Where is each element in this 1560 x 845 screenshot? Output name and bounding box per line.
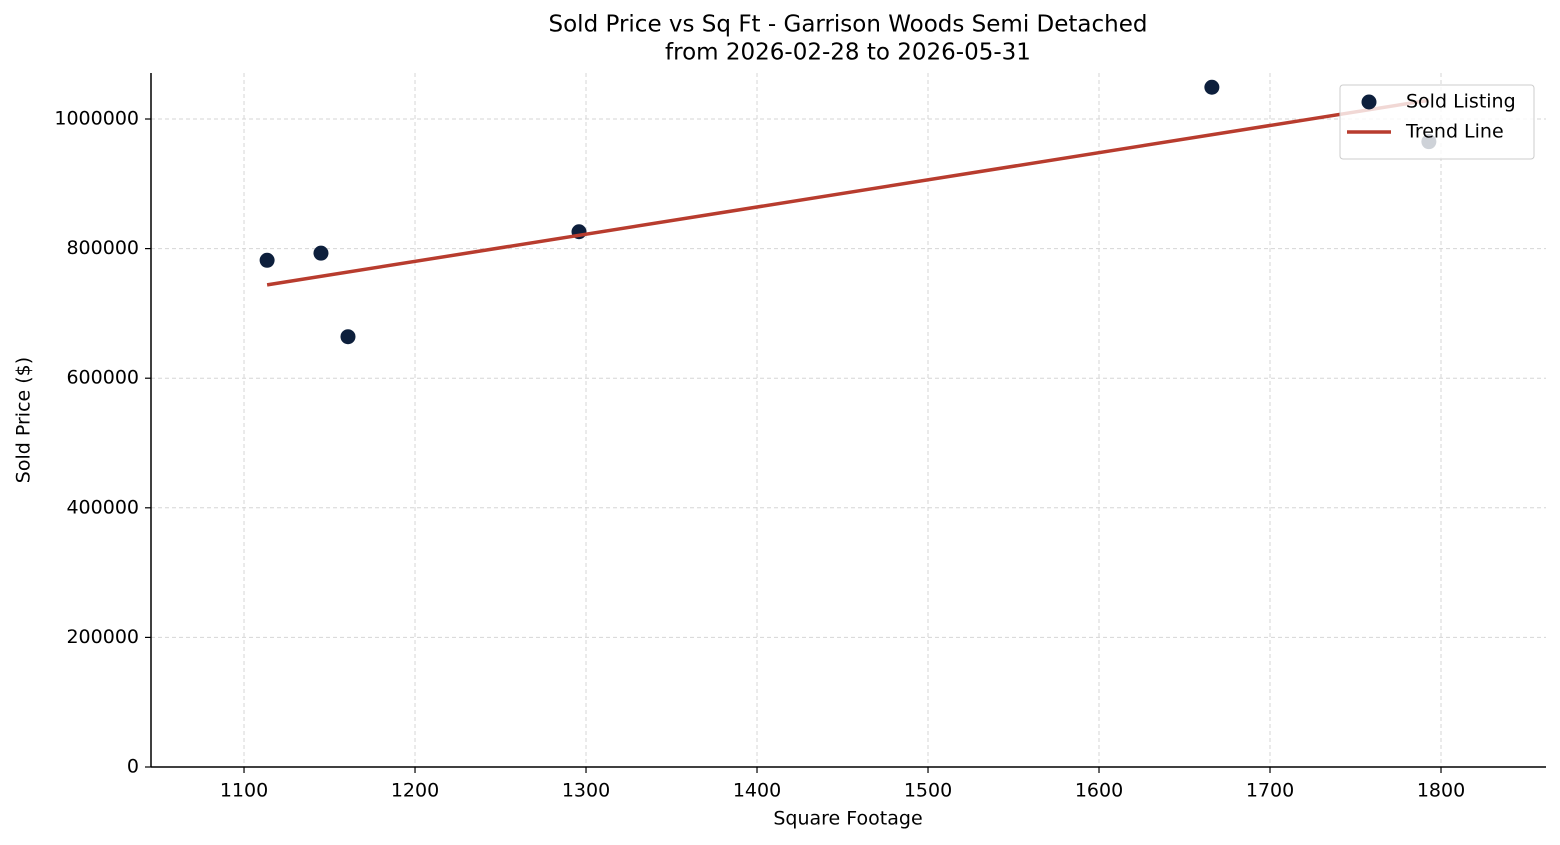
legend: Sold Listing Trend Line [1339, 84, 1535, 160]
legend-label: Trend Line [1405, 121, 1504, 143]
scatter-point [259, 252, 275, 268]
plot-area [259, 79, 1437, 345]
legend-label: Sold Listing [1406, 91, 1516, 113]
y-tick-label: 0 [127, 756, 139, 778]
y-tick-label: 400000 [66, 496, 139, 518]
y-tick-label: 600000 [66, 367, 139, 389]
x-tick-label: 1500 [904, 780, 952, 802]
trend-line [266, 98, 1430, 287]
y-tick-label: 800000 [66, 237, 139, 259]
chart-subtitle: from 2026-02-28 to 2026-05-31 [665, 40, 1031, 66]
x-axis-label: Square Footage [773, 808, 922, 830]
x-tick-label: 1300 [562, 780, 610, 802]
grid [151, 73, 1546, 768]
scatter-point [340, 329, 356, 345]
x-tick-label: 1400 [733, 780, 781, 802]
legend-marker [1361, 94, 1377, 110]
x-tick-label: 1600 [1075, 780, 1123, 802]
scatter-point [313, 245, 329, 261]
x-tick-label: 1700 [1246, 780, 1294, 802]
x-tick-label: 1800 [1417, 780, 1465, 802]
y-axis-label: Sold Price ($) [13, 357, 35, 483]
x-tick-label: 1100 [220, 780, 268, 802]
legend-box [1339, 84, 1535, 160]
chart-title: Sold Price vs Sq Ft - Garrison Woods Sem… [549, 12, 1148, 38]
y-tick-label: 200000 [66, 626, 139, 648]
y-tick-label: 1000000 [54, 108, 139, 130]
scatter-point [1204, 79, 1220, 95]
x-tick-label: 1200 [391, 780, 439, 802]
